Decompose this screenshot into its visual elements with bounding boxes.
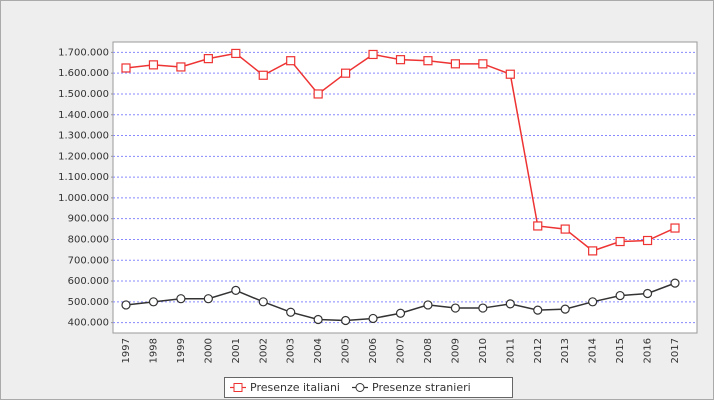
point [588,297,598,307]
point [588,246,598,256]
point [505,69,515,79]
point [395,308,406,318]
point [148,297,159,307]
y-tick-label: 400.000 [68,318,109,329]
point [642,288,653,299]
x-tick-label: 2012 [533,338,544,363]
y-tick-label: 500.000 [68,297,109,308]
point [478,303,488,313]
point [258,297,268,307]
y-tick-label: 1.000.000 [58,193,109,204]
legend-label: Presenze italiani [250,381,340,394]
point [313,314,323,325]
legend-marker [355,383,365,392]
point [423,300,433,310]
point [286,56,296,66]
point [505,299,515,309]
x-tick-label: 2004 [313,338,324,363]
x-tick-label: 2010 [478,338,489,363]
x-tick-label: 2016 [643,338,654,363]
x-tick-label: 2008 [423,338,434,363]
point [670,223,680,233]
y-tick-label: 1.300.000 [58,131,109,142]
point [450,303,460,313]
x-tick-label: 2014 [588,338,599,363]
legend-label: Presenze stranieri [372,381,471,394]
point [341,315,351,326]
point [313,89,323,99]
point [423,56,433,66]
x-tick-label: 2007 [396,338,407,363]
point [533,305,543,315]
y-tick-label: 700.000 [68,255,109,266]
legend-box [224,377,513,398]
x-tick-label: 2003 [286,338,297,363]
point [341,68,351,78]
point [560,304,570,314]
point [615,236,625,247]
x-tick-label: 1999 [176,338,187,363]
point [121,63,131,73]
y-tick-label: 800.000 [68,234,109,245]
point [286,307,296,317]
point [148,60,159,70]
y-tick-label: 1.200.000 [58,151,109,162]
point [642,235,653,246]
y-tick-label: 600.000 [68,276,109,287]
point [176,294,186,304]
plot-area [112,41,698,334]
x-tick-label: 2006 [368,338,379,363]
x-tick-label: 2000 [203,338,214,363]
point [231,48,241,59]
point [203,294,213,304]
point [258,70,268,80]
x-tick-label: 1997 [121,338,132,363]
x-tick-label: 2013 [560,338,571,363]
point [395,55,406,65]
y-tick-label: 1.400.000 [58,110,109,121]
x-tick-label: 2005 [341,338,352,363]
point [560,224,570,234]
point [450,59,460,69]
legend-marker [233,383,243,392]
point [368,313,378,324]
y-tick-label: 1.100.000 [58,172,109,183]
y-tick-label: 1.500.000 [58,89,109,100]
x-tick-label: 2002 [258,338,269,363]
y-tick-label: 1.600.000 [58,68,109,79]
x-tick-label: 2017 [670,338,681,363]
point [231,285,241,295]
point [615,290,625,301]
point [121,300,131,310]
y-tick-label: 900.000 [68,214,109,225]
point [176,62,186,72]
x-tick-label: 2009 [450,338,461,363]
x-tick-label: 1998 [148,338,159,363]
x-tick-label: 2011 [505,338,516,363]
x-tick-label: 2001 [231,338,242,363]
y-tick-label: 1.700.000 [58,47,109,58]
x-tick-label: 2015 [615,338,626,363]
point [203,54,213,64]
point [533,221,543,231]
point [670,278,680,288]
point [478,59,488,69]
point [368,49,378,60]
